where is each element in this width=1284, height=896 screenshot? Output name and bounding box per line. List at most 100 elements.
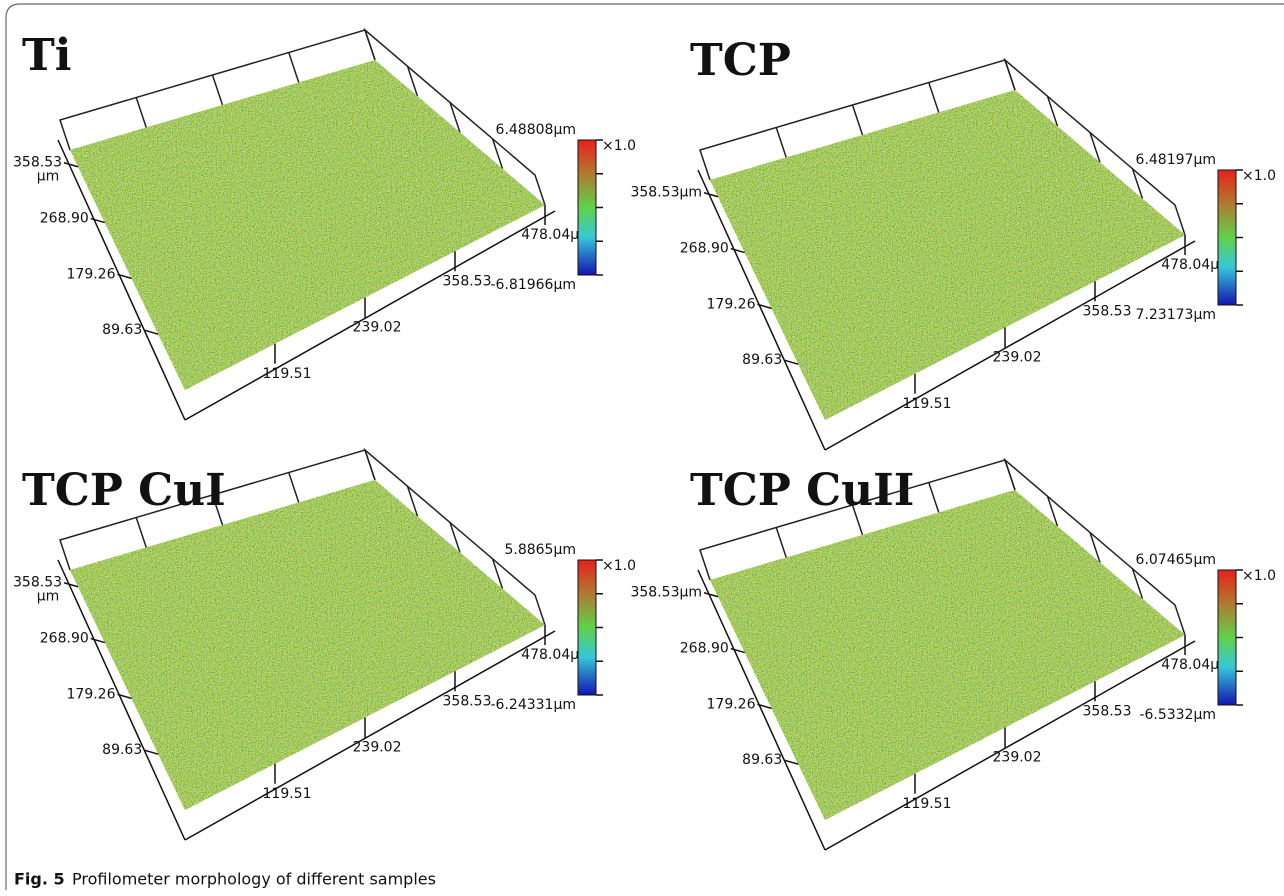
- y-unit: µm: [37, 169, 60, 185]
- colorbar-scale: ×1.0: [1242, 168, 1276, 184]
- box-grid: [1131, 568, 1144, 599]
- y-tick-label: 268.90: [40, 631, 89, 647]
- caption-text: Profilometer morphology of different sam…: [72, 870, 436, 889]
- y-tick: [730, 647, 745, 654]
- y-tick: [117, 693, 132, 700]
- y-tick-label: 268.90: [680, 641, 729, 657]
- caption-label: Fig. 5: [14, 870, 65, 889]
- colorbar-max: 6.48197µm: [1136, 152, 1216, 168]
- axis-line: [184, 630, 556, 841]
- x-tick-label: 239.02: [353, 740, 402, 756]
- y-tick: [90, 217, 105, 224]
- y-tick-label: 358.53: [13, 575, 62, 591]
- colorbar-min: -6.24331µm: [491, 697, 577, 713]
- x-tick-label: 478.04µm: [521, 647, 593, 663]
- box-grid: [288, 472, 300, 503]
- y-tick: [757, 703, 772, 710]
- box-grid: [1131, 168, 1144, 199]
- colorbar-max: 5.8865µm: [504, 542, 576, 558]
- box-grid: [1089, 132, 1101, 163]
- x-tick-label: 478.04µm: [1161, 257, 1233, 273]
- box-grid: [135, 97, 147, 128]
- y-tick: [144, 329, 159, 335]
- y-tick: [703, 592, 719, 598]
- colorbar: [1217, 169, 1237, 306]
- y-tick: [63, 162, 79, 168]
- x-tick-label: 119.51: [263, 786, 312, 802]
- box-grid: [449, 522, 461, 553]
- y-tick-label: 268.90: [680, 241, 729, 257]
- box-grid: [491, 138, 504, 169]
- y-tick-label: 179.26: [707, 696, 756, 712]
- y-tick-label: 89.63: [102, 322, 142, 338]
- y-tick: [90, 637, 105, 644]
- box-grid: [1089, 532, 1101, 563]
- x-tick-label: 358.53: [443, 273, 492, 289]
- y-tick-label: 179.26: [67, 266, 116, 282]
- box-grid: [135, 517, 147, 548]
- panel-title: TCP: [690, 35, 791, 86]
- y-tick-label: 179.26: [707, 296, 756, 312]
- y-tick: [730, 247, 745, 254]
- colorbar-max: 6.07465µm: [1136, 552, 1216, 568]
- axis-line: [184, 210, 556, 421]
- axis-line: [57, 559, 186, 841]
- y-tick: [144, 749, 159, 755]
- y-tick-label: 179.26: [67, 686, 116, 702]
- panel-title: TCP CuII: [690, 465, 914, 516]
- box-grid: [288, 52, 300, 83]
- colorbar-min: 7.23173µm: [1136, 307, 1216, 323]
- box-grid: [1046, 496, 1059, 527]
- surface-texture: [710, 490, 1185, 820]
- colorbar-scale: ×1.0: [1242, 568, 1276, 584]
- x-tick-label: 358.53: [1083, 703, 1132, 719]
- y-tick: [703, 192, 719, 198]
- y-tick: [63, 582, 79, 588]
- box-grid: [449, 102, 461, 133]
- colorbar-scale: ×1.0: [602, 138, 636, 154]
- axis-line: [697, 569, 826, 851]
- y-tick: [757, 303, 772, 310]
- box-grid: [211, 74, 224, 106]
- colorbar: [1217, 569, 1237, 706]
- y-tick: [784, 759, 799, 765]
- y-unit: µm: [37, 589, 60, 605]
- x-tick-label: 239.02: [993, 750, 1042, 766]
- axis-line: [824, 640, 1196, 851]
- panel-title: TCP CuI: [22, 465, 226, 516]
- x-tick-label: 358.53: [1083, 303, 1132, 319]
- colorbar-max: 6.48808µm: [496, 122, 576, 138]
- x-tick-label: 478.04µm: [521, 227, 593, 243]
- box-grid: [928, 482, 940, 513]
- box-grid: [406, 486, 419, 517]
- surface-texture: [70, 60, 545, 390]
- box-grid: [406, 66, 419, 97]
- x-tick-label: 239.02: [993, 350, 1042, 366]
- axis-line: [57, 139, 186, 421]
- colorbar-min: -6.81966µm: [491, 277, 577, 293]
- colorbar-min: -6.5332µm: [1139, 707, 1216, 723]
- x-tick-label: 239.02: [353, 320, 402, 336]
- box-grid: [851, 104, 864, 136]
- panel-title: Ti: [22, 30, 71, 81]
- y-tick-label: 268.90: [40, 211, 89, 227]
- figure-border: [5, 3, 1284, 890]
- box-grid: [775, 527, 787, 558]
- surface-texture: [70, 480, 545, 810]
- axis-line: [824, 240, 1196, 451]
- y-tick: [117, 273, 132, 280]
- colorbar: [577, 139, 597, 276]
- surface-texture: [710, 90, 1185, 420]
- x-tick-label: 119.51: [903, 396, 952, 412]
- x-tick-label: 119.51: [903, 796, 952, 812]
- y-tick-label: 89.63: [102, 742, 142, 758]
- box-grid: [851, 504, 864, 536]
- box-grid: [928, 82, 940, 113]
- x-tick-label: 358.53: [443, 693, 492, 709]
- x-tick-label: 119.51: [263, 366, 312, 382]
- axis-line: [697, 169, 826, 451]
- y-tick-label: 89.63: [742, 752, 782, 768]
- y-tick-label: 358.53: [13, 155, 62, 171]
- y-tick-label: 89.63: [742, 352, 782, 368]
